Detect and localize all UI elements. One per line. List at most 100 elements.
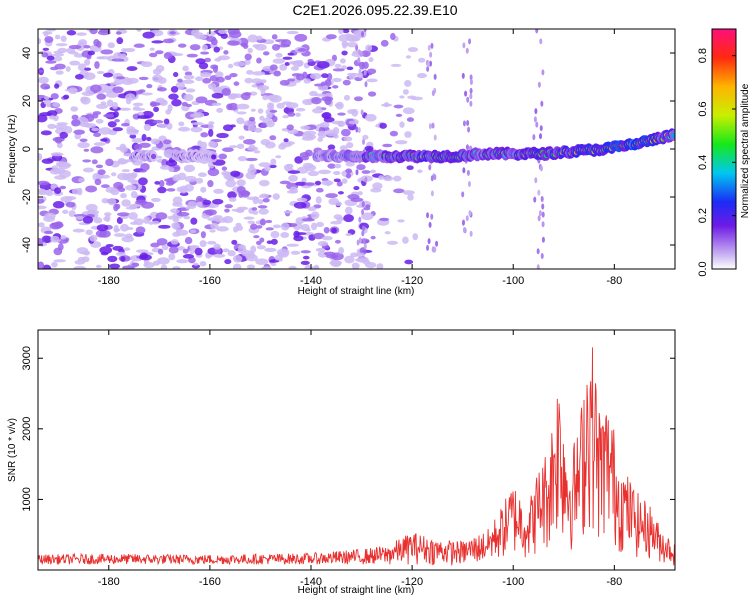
noise-speckle	[345, 168, 353, 174]
noise-speckle	[362, 61, 369, 69]
noise-speckle	[217, 29, 228, 35]
noise-speckle	[103, 113, 115, 118]
noise-speckle	[54, 34, 61, 40]
noise-speckle	[222, 147, 234, 153]
noise-speckle	[134, 90, 144, 95]
noise-speckle	[168, 246, 179, 254]
noise-speckle	[339, 145, 348, 151]
noise-speckle	[55, 70, 64, 75]
noise-speckle	[338, 29, 344, 35]
spectrogram-y-ticks: -40 -20 0 20 40	[21, 47, 675, 253]
noise-speckle	[321, 235, 333, 241]
noise-speckle	[151, 197, 161, 202]
noise-striation	[355, 44, 359, 51]
noise-striation	[429, 51, 433, 58]
noise-speckle	[370, 235, 376, 240]
figure-title: C2E1.2026.095.22.39.E10	[292, 2, 458, 18]
noise-speckle	[262, 51, 270, 56]
noise-striation	[427, 44, 431, 51]
noise-speckle	[245, 157, 258, 162]
noise-speckle	[269, 64, 278, 71]
noise-speckle	[236, 111, 247, 115]
noise-speckle	[332, 68, 345, 72]
noise-speckle	[315, 105, 322, 110]
noise-speckle	[107, 255, 118, 263]
noise-speckle	[207, 240, 217, 245]
noise-speckle	[105, 186, 118, 193]
noise-speckle	[195, 201, 204, 206]
noise-speckle	[348, 73, 357, 80]
noise-speckle	[152, 119, 164, 124]
noise-speckle	[134, 143, 143, 151]
noise-speckle	[96, 70, 105, 75]
noise-speckle	[148, 221, 154, 225]
noise-speckle	[304, 264, 312, 269]
noise-speckle	[54, 124, 68, 130]
noise-speckle	[380, 39, 389, 47]
noise-speckle	[141, 92, 153, 96]
noise-speckle	[150, 102, 161, 107]
noise-speckle	[83, 45, 91, 49]
noise-striation	[361, 201, 365, 208]
noise-speckle	[107, 42, 115, 49]
noise-striation	[539, 165, 543, 172]
noise-speckle	[129, 134, 137, 139]
noise-striation	[466, 96, 470, 103]
noise-striation	[428, 164, 432, 171]
noise-speckle	[184, 175, 197, 183]
colorbar: 0.0 0.2 0.4 0.6 0.8 Normalized spectral ampl…	[697, 28, 750, 277]
noise-speckle	[195, 76, 204, 82]
noise-striation	[467, 180, 471, 187]
noise-speckle	[367, 91, 377, 97]
noise-speckle	[262, 94, 269, 101]
noise-speckle	[146, 136, 152, 142]
noise-speckle	[198, 62, 209, 70]
noise-speckle	[236, 179, 246, 187]
noise-speckle	[150, 138, 160, 145]
noise-striation	[468, 210, 472, 217]
noise-striation	[358, 216, 362, 223]
noise-speckle	[93, 132, 101, 138]
noise-speckle	[44, 230, 54, 235]
snr-y-label: SNR (10 * v/v)	[7, 418, 18, 482]
noise-speckle	[44, 95, 50, 100]
noise-speckle	[156, 238, 168, 246]
noise-speckle	[132, 102, 144, 107]
noise-speckle	[272, 224, 281, 229]
noise-speckle	[345, 206, 353, 215]
noise-striation	[540, 100, 544, 107]
noise-speckle	[191, 264, 201, 269]
colorbar-tick-label: 0.8	[697, 48, 709, 63]
noise-speckle	[46, 29, 57, 32]
noise-speckle	[172, 72, 179, 78]
noise-speckle	[245, 171, 256, 180]
noise-speckle	[250, 245, 257, 254]
noise-striation	[361, 61, 365, 68]
noise-speckle	[233, 61, 246, 67]
noise-speckle	[125, 233, 133, 239]
noise-speckle	[72, 228, 85, 233]
spectrogram-x-tick-label: -160	[199, 275, 221, 287]
noise-speckle	[269, 109, 278, 113]
trace-core	[211, 154, 217, 160]
noise-speckle	[270, 158, 277, 166]
noise-speckle	[253, 127, 263, 133]
noise-striation	[533, 196, 537, 203]
noise-speckle	[136, 29, 142, 32]
noise-speckle	[42, 47, 50, 51]
noise-speckle	[54, 63, 66, 70]
noise-speckle	[135, 226, 146, 235]
noise-speckle	[346, 42, 358, 48]
noise-speckle	[100, 138, 108, 142]
noise-speckle	[402, 236, 409, 244]
noise-striation	[430, 42, 434, 49]
noise-speckle	[227, 191, 237, 199]
noise-speckle	[99, 246, 113, 255]
noise-speckle	[370, 187, 382, 193]
noise-speckle	[152, 68, 162, 75]
noise-speckle	[207, 83, 217, 90]
noise-speckle	[207, 168, 220, 177]
noise-speckle	[402, 190, 415, 196]
noise-speckle	[353, 96, 363, 102]
noise-striation	[541, 203, 545, 210]
